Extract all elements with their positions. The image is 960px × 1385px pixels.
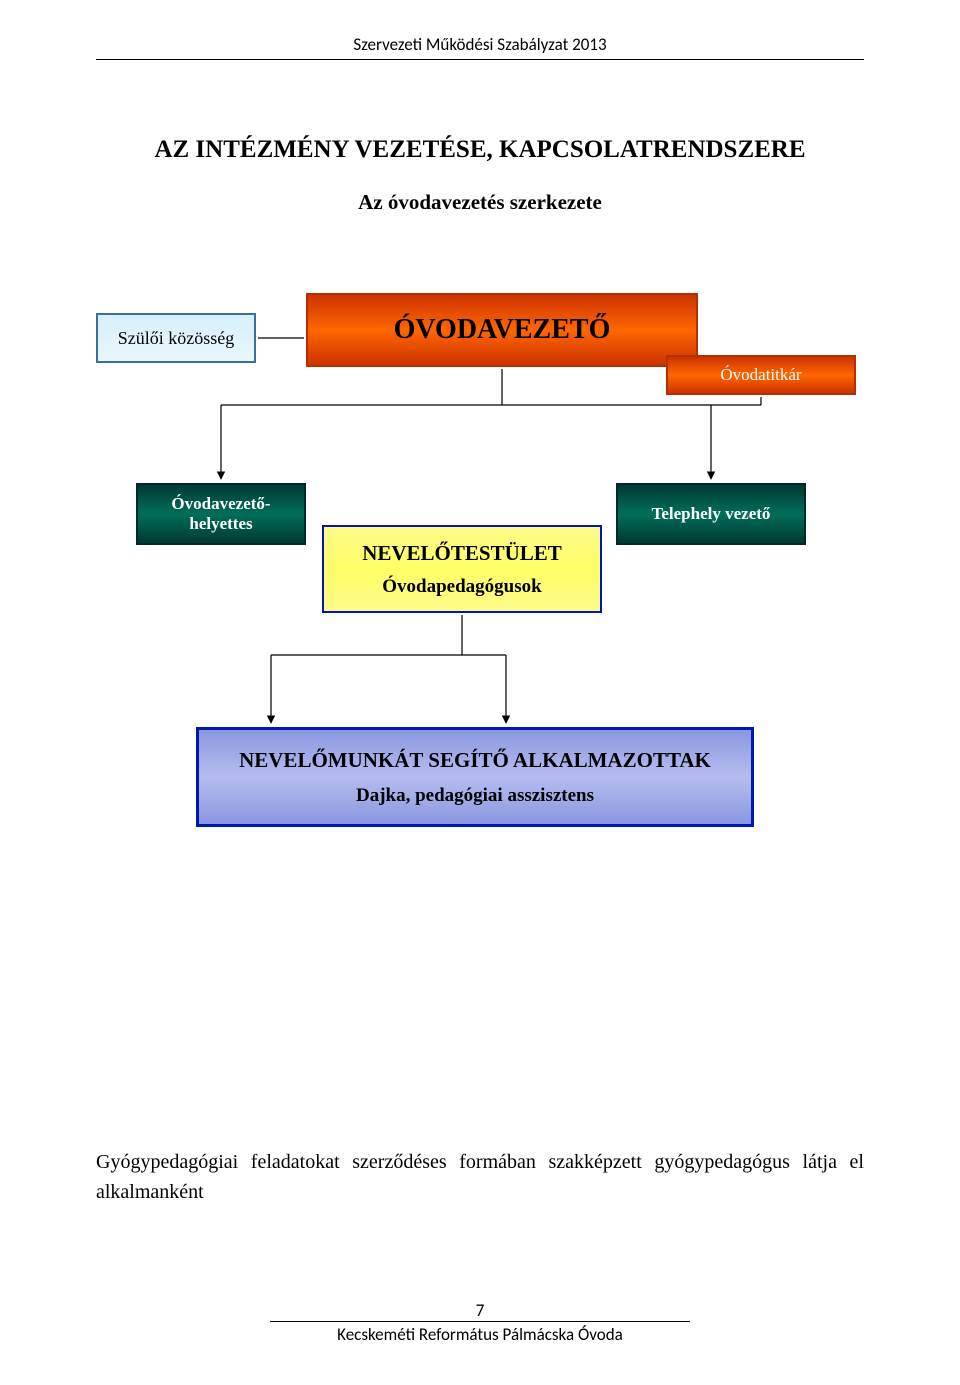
- node-nevelotestulet: NEVELŐTESTÜLET Óvodapedagógusok: [322, 525, 602, 613]
- node-szuloi-kozosseg: Szülői közösség: [96, 313, 256, 363]
- node-label-line1: NEVELŐMUNKÁT SEGÍTŐ ALKALMAZOTTAK: [239, 748, 711, 773]
- footer-org: Kecskeméti Református Pálmácska Óvoda: [96, 1324, 864, 1345]
- node-ovodavezeto-helyettes: Óvodavezető- helyettes: [136, 483, 306, 545]
- page-number: 7: [96, 1300, 864, 1321]
- section-subtitle: Az óvodavezetés szerkezete: [96, 190, 864, 215]
- node-label-line2: helyettes: [189, 514, 252, 534]
- org-chart-diagram: Szülői közösség ÓVODAVEZETŐ Óvodatitkár …: [96, 255, 864, 975]
- page-footer: 7 Kecskeméti Református Pálmácska Óvoda: [96, 1300, 864, 1345]
- node-label-line1: Óvodavezető-: [171, 494, 270, 514]
- node-telephely-vezeto: Telephely vezető: [616, 483, 806, 545]
- node-label: Óvodatitkár: [720, 365, 801, 385]
- section-title: AZ INTÉZMÉNY VEZETÉSE, KAPCSOLATRENDSZER…: [96, 136, 864, 164]
- header-rule: [96, 59, 864, 60]
- header-title: Szervezeti Működési Szabályzat 2013: [353, 34, 606, 55]
- page-header: Szervezeti Működési Szabályzat 2013: [96, 0, 864, 60]
- body-paragraph: Gyógypedagógiai feladatokat szerződéses …: [96, 1147, 864, 1207]
- node-label: ÓVODAVEZETŐ: [394, 314, 611, 346]
- node-nevelomunkat-segito: NEVELŐMUNKÁT SEGÍTŐ ALKALMAZOTTAK Dajka,…: [196, 727, 754, 827]
- footer-rule: [270, 1321, 690, 1322]
- node-label-line2: Óvodapedagógusok: [382, 576, 541, 598]
- node-ovodatitkar: Óvodatitkár: [666, 355, 856, 395]
- node-label-line2: Dajka, pedagógiai asszisztens: [356, 785, 594, 807]
- node-label: Szülői közösség: [118, 328, 235, 349]
- document-page: Szervezeti Működési Szabályzat 2013 AZ I…: [0, 0, 960, 1385]
- node-label: Telephely vezető: [652, 504, 771, 524]
- node-ovodavezeto: ÓVODAVEZETŐ: [306, 293, 698, 367]
- node-label-line1: NEVELŐTESTÜLET: [362, 541, 562, 566]
